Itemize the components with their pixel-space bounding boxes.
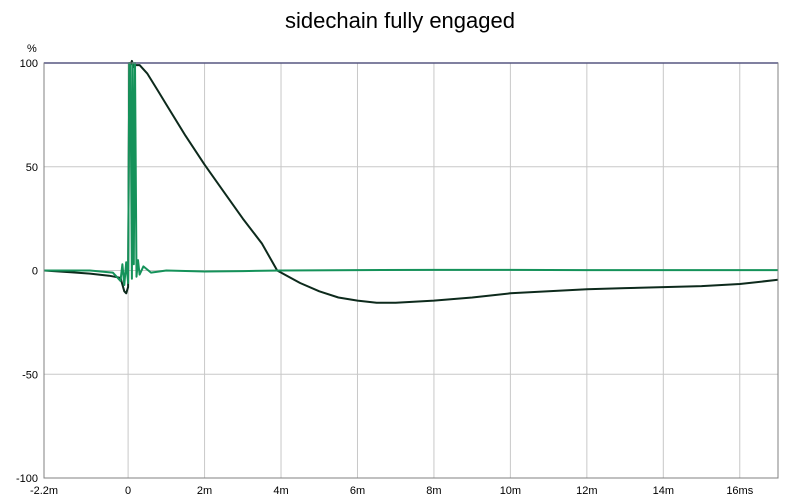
chart-title: sidechain fully engaged xyxy=(285,8,515,33)
y-tick-label: -50 xyxy=(22,369,38,381)
y-tick-label: 0 xyxy=(32,266,38,278)
y-tick-label: 50 xyxy=(26,162,38,174)
x-tick-label: 14m xyxy=(653,485,674,497)
y-tick-label: 100 xyxy=(20,58,38,70)
series-line-3 xyxy=(44,62,778,286)
x-tick-label: 6m xyxy=(350,485,365,497)
x-tick-label: 0 xyxy=(125,485,131,497)
x-tick-label: 16ms xyxy=(726,485,753,497)
y-tick-label: -100 xyxy=(16,473,38,485)
x-tick-label: -2.2m xyxy=(30,485,58,497)
y-axis-unit-label: % xyxy=(27,43,37,55)
x-tick-label: 10m xyxy=(500,485,521,497)
series-lines xyxy=(43,59,779,304)
x-tick-label: 2m xyxy=(197,485,212,497)
x-tick-label: 12m xyxy=(576,485,597,497)
x-tick-label: 8m xyxy=(426,485,441,497)
x-tick-label: 4m xyxy=(273,485,288,497)
series-line-2 xyxy=(43,59,779,304)
plot-frame xyxy=(43,62,779,479)
axes: % -2.2m 0 2m 4m 6m 8m 10m 12m 14m 16ms 100 50 0 -50 -1… xyxy=(16,43,779,497)
